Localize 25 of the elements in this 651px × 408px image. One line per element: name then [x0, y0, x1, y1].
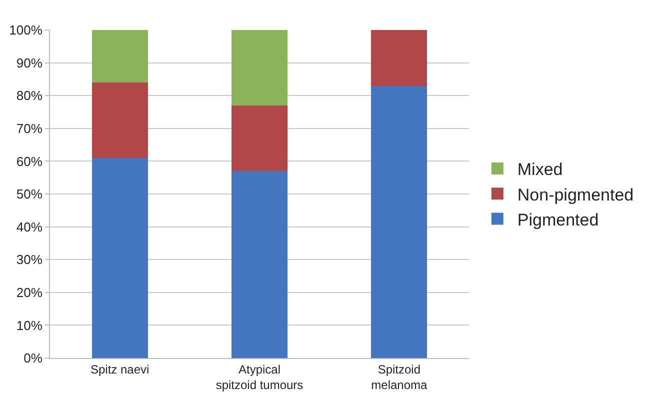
- x-tick-label: Atypical spitzoid tumours: [216, 362, 304, 392]
- y-tick-label: 10%: [16, 318, 43, 333]
- bar: [92, 30, 148, 82]
- bar: [232, 105, 288, 172]
- y-tick-label: 100%: [9, 22, 43, 38]
- bar: [92, 158, 148, 358]
- y-tick-label: 30%: [16, 252, 43, 268]
- legend-label: Mixed: [517, 160, 563, 180]
- y-tick-label: 80%: [16, 88, 43, 104]
- bar: [371, 86, 428, 358]
- legend-label: Non-pigmented: [517, 185, 634, 204]
- y-tick-label: 0%: [24, 350, 43, 366]
- y-tick-label: 40%: [16, 219, 43, 234]
- x-tick-label: Spitzoid melanoma: [371, 362, 428, 392]
- y-tick-label: 60%: [16, 154, 43, 169]
- bar: [232, 171, 288, 358]
- y-tick-label: 90%: [16, 55, 43, 70]
- x-tick-label: Spitz naevi: [90, 362, 150, 376]
- bar: [232, 30, 288, 106]
- bar: [92, 82, 148, 158]
- bar: [371, 30, 428, 86]
- y-tick-label: 20%: [16, 284, 43, 300]
- legend-label: Pigmented: [517, 210, 599, 230]
- y-tick-label: 70%: [16, 120, 43, 136]
- y-tick-label: 50%: [16, 186, 43, 202]
